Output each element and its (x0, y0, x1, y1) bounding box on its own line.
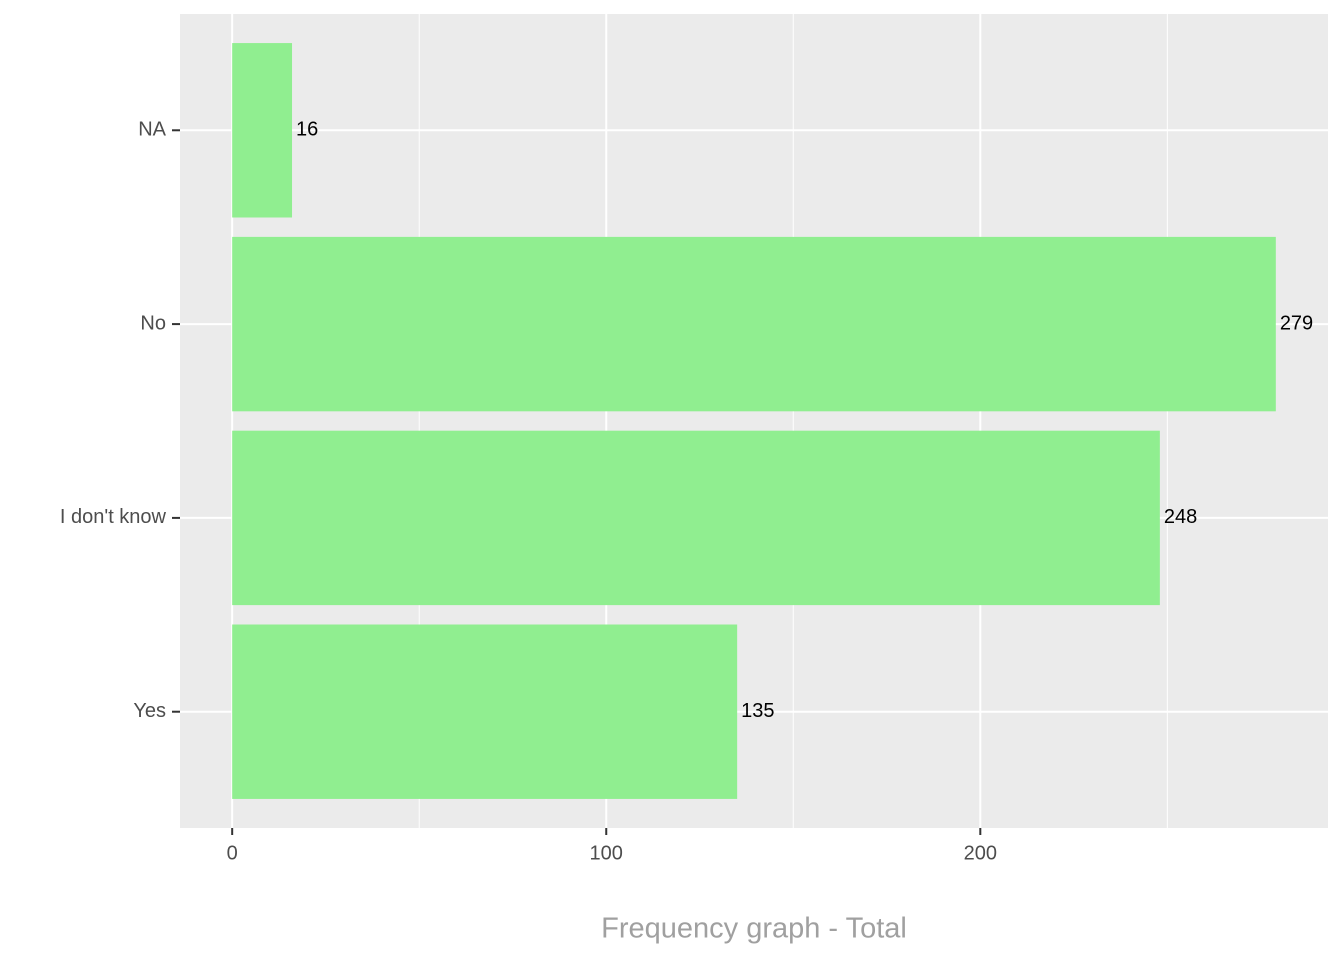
bar (232, 236, 1276, 412)
bar (232, 43, 293, 218)
y-tick-label: Yes (133, 700, 166, 722)
x-tick-label: 100 (590, 842, 623, 864)
data-label: 248 (1164, 506, 1197, 528)
data-label: 16 (296, 119, 318, 141)
bar (232, 624, 738, 799)
y-tick-label: No (140, 312, 166, 334)
x-axis-title: Frequency graph - Total (601, 913, 907, 945)
x-tick-label: 200 (964, 842, 997, 864)
y-tick-label: NA (138, 119, 166, 141)
x-tick-label: 0 (227, 842, 238, 864)
data-label: 279 (1280, 312, 1313, 334)
bar (232, 430, 1160, 606)
y-tick-label: I don't know (60, 506, 167, 528)
data-label: 135 (741, 700, 774, 722)
